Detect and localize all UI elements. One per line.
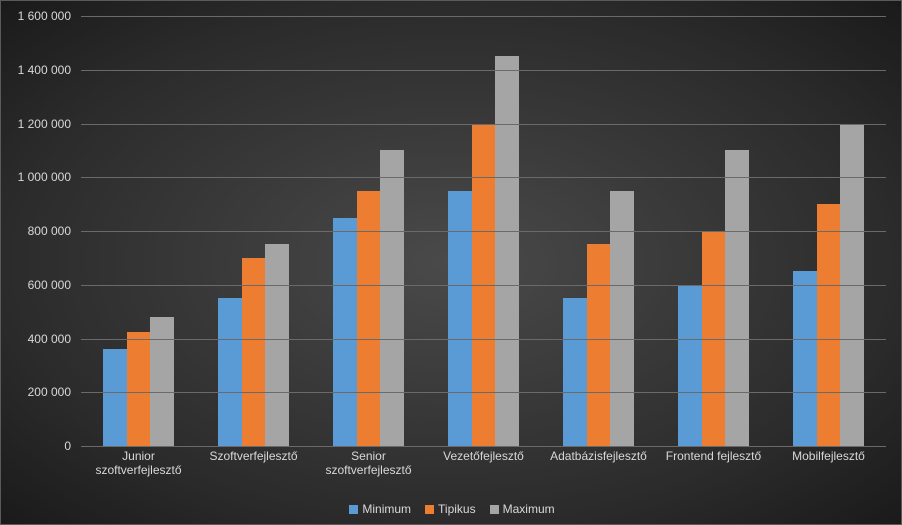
legend-item: Tipikus — [425, 502, 476, 516]
x-tick-label-line: szoftverfejlesztő — [81, 463, 196, 477]
bar — [678, 285, 702, 446]
bar — [793, 271, 817, 446]
x-tick-label: Adatbázisfejlesztő — [541, 449, 656, 463]
gridline — [81, 339, 886, 340]
bar — [587, 244, 611, 446]
bar — [103, 349, 127, 446]
x-tick-label-line: Vezetőfejlesztő — [426, 449, 541, 463]
gridline — [81, 231, 886, 232]
legend-label: Maximum — [503, 502, 555, 516]
bar — [333, 218, 357, 446]
x-tick-label: Seniorszoftverfejlesztő — [311, 449, 426, 478]
y-tick-label: 600 000 — [11, 278, 71, 292]
bar — [150, 317, 174, 446]
gridline — [81, 392, 886, 393]
y-tick-label: 400 000 — [11, 332, 71, 346]
legend-label: Minimum — [362, 502, 411, 516]
y-tick-label: 0 — [11, 439, 71, 453]
bar — [127, 332, 151, 446]
gridline — [81, 285, 886, 286]
y-tick-label: 1 400 000 — [11, 63, 71, 77]
x-axis-labels: JuniorszoftverfejlesztőSzoftverfejlesztő… — [81, 449, 886, 489]
gridline — [81, 16, 886, 17]
chart-container: JuniorszoftverfejlesztőSzoftverfejlesztő… — [0, 0, 902, 525]
y-tick-label: 1 000 000 — [11, 170, 71, 184]
legend-swatch — [425, 505, 434, 514]
y-tick-label: 200 000 — [11, 385, 71, 399]
legend-item: Minimum — [349, 502, 411, 516]
bar — [242, 258, 266, 446]
gridline — [81, 70, 886, 71]
y-tick-label: 1 600 000 — [11, 9, 71, 23]
x-tick-label-line: Senior — [311, 449, 426, 463]
x-tick-label: Mobilfejlesztő — [771, 449, 886, 463]
gridline — [81, 124, 886, 125]
x-tick-label-line: Szoftverfejlesztő — [196, 449, 311, 463]
x-tick-label: Szoftverfejlesztő — [196, 449, 311, 463]
legend-swatch — [349, 505, 358, 514]
plot-area — [81, 16, 886, 446]
bar — [817, 204, 841, 446]
bar — [218, 298, 242, 446]
x-tick-label: Vezetőfejlesztő — [426, 449, 541, 463]
legend-label: Tipikus — [438, 502, 476, 516]
x-tick-label-line: Adatbázisfejlesztő — [541, 449, 656, 463]
x-tick-label-line: Mobilfejlesztő — [771, 449, 886, 463]
x-tick-label-line: Junior — [81, 449, 196, 463]
bar — [265, 244, 289, 446]
bar — [357, 191, 381, 446]
x-tick-label-line: szoftverfejlesztő — [311, 463, 426, 477]
x-tick-label-line: Frontend fejlesztő — [656, 449, 771, 463]
bar — [610, 191, 634, 446]
bar — [563, 298, 587, 446]
bar — [495, 56, 519, 446]
bar — [380, 150, 404, 446]
y-tick-label: 1 200 000 — [11, 117, 71, 131]
gridline — [81, 446, 886, 447]
y-tick-label: 800 000 — [11, 224, 71, 238]
legend-item: Maximum — [490, 502, 555, 516]
x-tick-label: Frontend fejlesztő — [656, 449, 771, 463]
gridline — [81, 177, 886, 178]
legend: Minimum Tipikus Maximum — [1, 502, 902, 516]
bar — [725, 150, 749, 446]
bar — [448, 191, 472, 446]
x-tick-label: Juniorszoftverfejlesztő — [81, 449, 196, 478]
legend-swatch — [490, 505, 499, 514]
